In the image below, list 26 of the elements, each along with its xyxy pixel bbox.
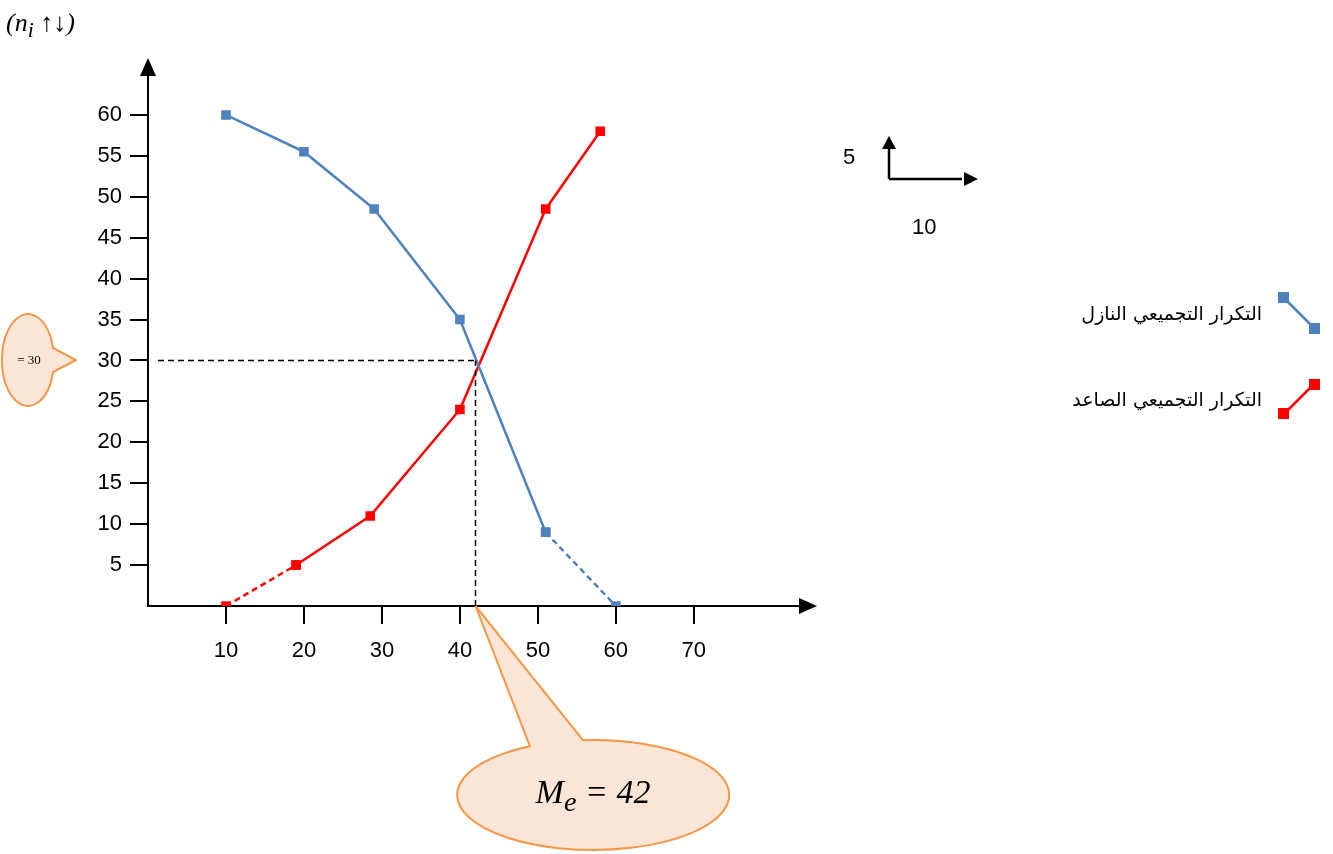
y-tick-label: 50 [97, 182, 122, 208]
y-tick-label: 55 [97, 141, 122, 167]
x-tick-label: 20 [291, 637, 317, 663]
x-tick-label: 30 [369, 637, 395, 663]
x-tick-label: 70 [681, 637, 707, 663]
y-tick-label: 35 [97, 305, 122, 331]
y-tick-label: 15 [97, 469, 122, 495]
y-tick-label: 40 [97, 264, 122, 290]
x-tick-label: 60 [603, 637, 629, 663]
x-tick-label: 10 [213, 637, 239, 663]
text: 5 [843, 144, 856, 170]
legend-label: التكرار التجميعي النازل [1081, 302, 1262, 324]
text: 10 [912, 214, 937, 240]
legend-label: التكرار التجميعي الصاعد [1072, 388, 1262, 410]
y-tick-label: 5 [109, 551, 122, 577]
y-tick-label: 30 [97, 346, 122, 372]
text: M$_{e}$ = 42 [534, 773, 652, 818]
y-tick-label: 25 [97, 387, 122, 413]
y-tick-label: 10 [97, 510, 122, 536]
text: = 30 [16, 352, 42, 369]
y-tick-label: 45 [97, 223, 122, 249]
x-tick-label: 50 [525, 637, 551, 663]
y-tick-label: 20 [97, 428, 122, 454]
y-axis-title: (n$_{i}$ ↑↓) [6, 8, 75, 44]
x-tick-label: 40 [447, 637, 473, 663]
y-tick-label: 60 [97, 100, 122, 126]
